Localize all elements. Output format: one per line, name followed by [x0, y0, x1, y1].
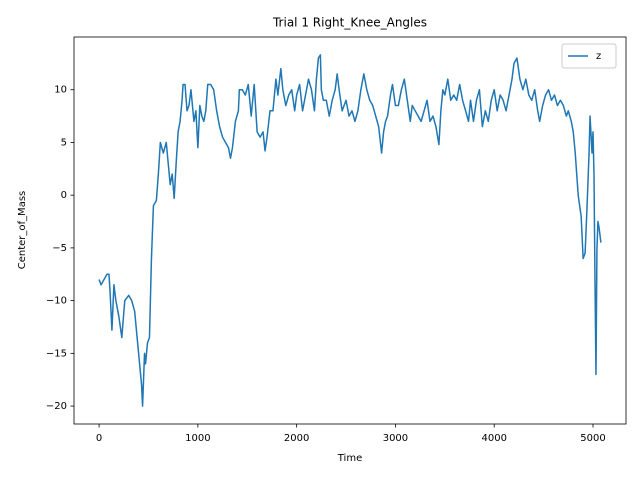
x-tick-label: 3000 — [383, 433, 408, 444]
y-tick-label: 0 — [61, 190, 67, 201]
y-tick-label: 5 — [61, 137, 67, 148]
y-tick-label: −5 — [52, 243, 67, 254]
y-tick-label: −20 — [46, 401, 67, 412]
legend-label: z — [596, 51, 601, 62]
y-tick-label: −10 — [46, 296, 67, 307]
y-tick-label: −15 — [46, 348, 67, 359]
x-tick-label: 5000 — [580, 433, 605, 444]
x-tick-label: 1000 — [185, 433, 210, 444]
y-axis-label: Center_of_Mass — [17, 191, 28, 269]
x-tick-label: 2000 — [284, 433, 309, 444]
chart-title: Trial 1 Right_Knee_Angles — [272, 16, 427, 30]
legend-box — [561, 43, 617, 69]
x-tick-label: 0 — [96, 433, 102, 444]
x-axis-label: Time — [337, 453, 362, 464]
y-tick-label: 10 — [54, 85, 67, 96]
x-tick-label: 4000 — [481, 433, 506, 444]
data-line — [98, 54, 602, 407]
plot-frame — [73, 36, 627, 425]
